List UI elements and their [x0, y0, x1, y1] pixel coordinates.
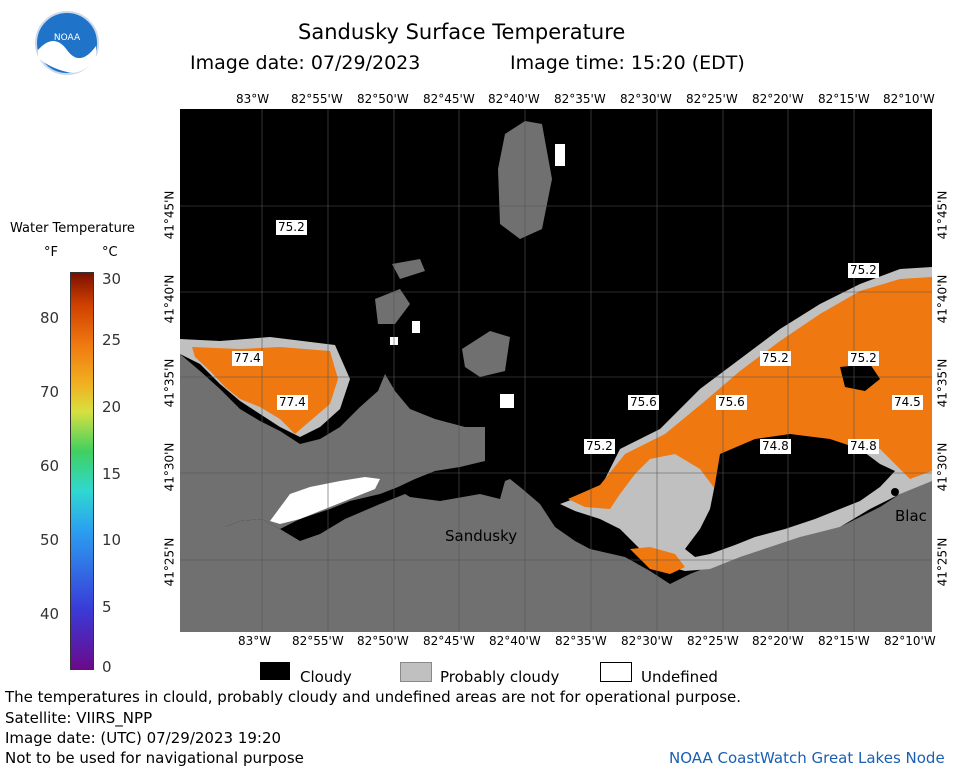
footer-satellite: Satellite: VIIRS_NPP	[5, 709, 153, 727]
lat-tick: 41°35'N	[162, 358, 177, 408]
island-middle	[462, 331, 510, 377]
lat-tick: 41°45'N	[935, 190, 950, 240]
lat-tick: 41°30'N	[162, 442, 177, 492]
temp-label: 75.2	[760, 351, 791, 366]
scale-label-f: 50	[40, 531, 60, 549]
cloud-hole-east	[685, 434, 895, 557]
lon-tick: 82°55'W	[291, 92, 343, 106]
temp-label: 77.4	[277, 395, 308, 410]
legend-unit-c: °C	[102, 245, 118, 260]
lon-tick: 82°20'W	[752, 634, 804, 648]
sst-map: 75.2 77.4 77.4 75.2 75.2 75.2 75.6 75.6 …	[180, 109, 932, 632]
lon-tick: 82°25'W	[686, 92, 738, 106]
lon-tick: 82°10'W	[883, 92, 935, 106]
temp-label: 75.2	[848, 263, 879, 278]
undefined-strip	[270, 477, 380, 524]
undefined-speck	[412, 321, 420, 333]
temp-label: 77.4	[232, 351, 263, 366]
lon-tick: 82°55'W	[292, 634, 344, 648]
temp-label: 74.8	[760, 439, 791, 454]
graticule	[180, 109, 932, 632]
scale-label-f: 80	[40, 309, 60, 327]
lon-tick: 82°35'W	[555, 634, 607, 648]
lon-tick: 83°W	[236, 92, 270, 106]
lon-tick: 82°40'W	[489, 634, 541, 648]
legend-title: Water Temperature	[10, 221, 135, 236]
key-undefined-label: Undefined	[641, 668, 718, 686]
svg-text:NOAA: NOAA	[54, 33, 81, 43]
warm-water-west	[192, 347, 338, 434]
temp-label: 75.2	[276, 220, 307, 235]
legend-unit-f: °F	[44, 245, 58, 260]
lon-tick: 82°50'W	[357, 92, 409, 106]
undefined-speck	[500, 394, 514, 408]
color-scale-bar	[70, 272, 94, 670]
lon-tick: 83°W	[238, 634, 272, 648]
noaa-logo: NOAA	[34, 10, 100, 76]
temp-label: 75.2	[584, 439, 615, 454]
lon-tick: 82°45'W	[423, 92, 475, 106]
key-undefined-swatch	[600, 662, 632, 682]
lon-tick: 82°30'W	[620, 92, 672, 106]
city-dot	[891, 488, 899, 496]
temp-label: 74.8	[848, 439, 879, 454]
image-date: Image date: 07/29/2023	[190, 52, 421, 74]
temp-label: 75.6	[716, 395, 747, 410]
scale-label-c: 10	[102, 531, 122, 549]
footer-utc-date: Image date: (UTC) 07/29/2023 19:20	[5, 729, 282, 747]
undefined-speck	[555, 144, 565, 166]
lon-tick: 82°10'W	[884, 634, 936, 648]
cloud-hole-small	[840, 364, 880, 391]
lat-tick: 41°40'N	[162, 274, 177, 324]
lon-tick: 82°45'W	[423, 634, 475, 648]
key-cloudy-label: Cloudy	[300, 668, 352, 686]
footer-credit: NOAA CoastWatch Great Lakes Node	[669, 749, 945, 767]
lat-tick: 41°45'N	[162, 190, 177, 240]
scale-label-c: 25	[102, 331, 122, 349]
scale-label-c: 5	[102, 598, 112, 616]
island-bass	[375, 289, 410, 324]
page-title: Sandusky Surface Temperature	[298, 20, 626, 44]
warm-water-south	[630, 547, 685, 574]
lat-tick: 41°35'N	[935, 358, 950, 408]
place-label-blac: Blac	[895, 507, 927, 525]
lon-tick: 82°40'W	[488, 92, 540, 106]
temp-label: 75.6	[628, 395, 659, 410]
footer-nav-warning: Not to be used for navigational purpose	[5, 749, 304, 767]
scale-label-c: 30	[102, 270, 122, 288]
scale-label-c: 20	[102, 398, 122, 416]
key-probably-cloudy-label: Probably cloudy	[440, 668, 560, 686]
lat-tick: 41°25'N	[935, 537, 950, 587]
scale-label-f: 70	[40, 383, 60, 401]
lon-tick: 82°15'W	[818, 92, 870, 106]
island-small	[392, 259, 425, 279]
lon-tick: 82°30'W	[621, 634, 673, 648]
place-label-sandusky: Sandusky	[445, 527, 518, 545]
scale-label-c: 15	[102, 465, 122, 483]
footer-disclaimer: The temperatures in clould, probably clo…	[5, 688, 742, 706]
scale-label-c: 0	[102, 658, 112, 676]
temp-label: 74.5	[892, 395, 923, 410]
lon-tick: 82°20'W	[752, 92, 804, 106]
key-cloudy-swatch	[260, 662, 290, 680]
lon-tick: 82°50'W	[357, 634, 409, 648]
lon-tick: 82°15'W	[818, 634, 870, 648]
temp-label: 75.2	[848, 351, 879, 366]
lat-tick: 41°40'N	[935, 274, 950, 324]
lon-tick: 82°35'W	[554, 92, 606, 106]
lat-tick: 41°25'N	[162, 537, 177, 587]
image-time: Image time: 15:20 (EDT)	[510, 52, 745, 74]
lon-tick: 82°25'W	[687, 634, 739, 648]
lat-tick: 41°30'N	[935, 442, 950, 492]
scale-label-f: 60	[40, 457, 60, 475]
scale-label-f: 40	[40, 605, 60, 623]
land-mainland	[180, 479, 932, 632]
warm-water-east	[568, 277, 932, 509]
key-probably-cloudy-swatch	[400, 662, 432, 682]
land-south-shore	[180, 354, 485, 529]
